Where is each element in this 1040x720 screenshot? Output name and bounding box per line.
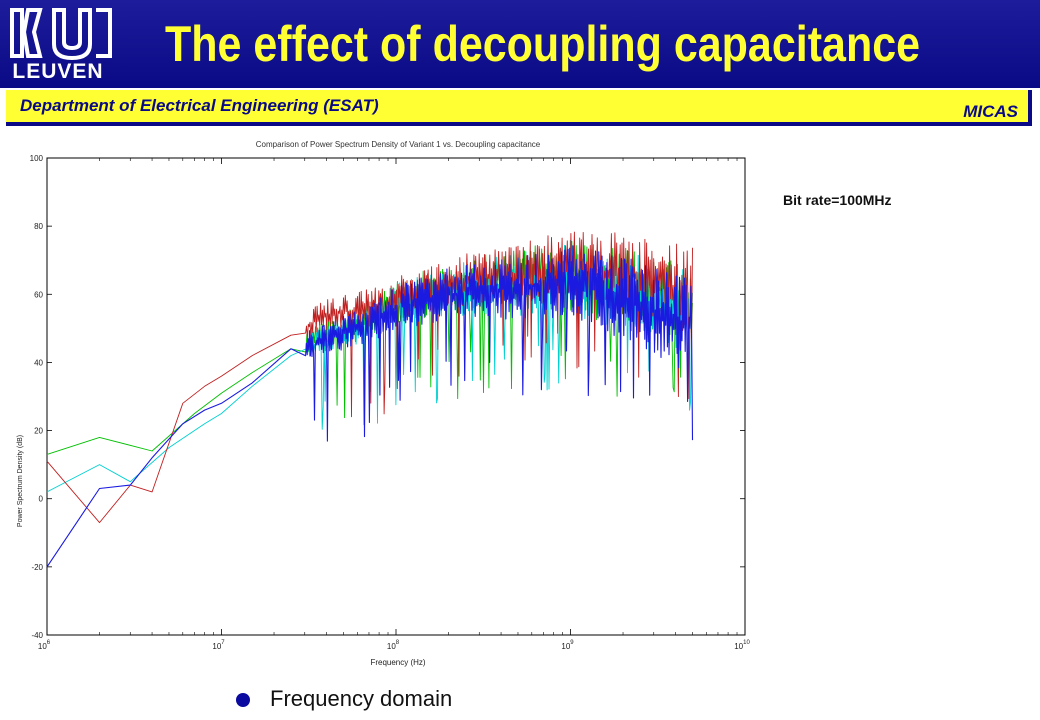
x-axis-label: Frequency (Hz) (370, 658, 425, 667)
series-line-4 (46, 245, 694, 568)
chart-title: Comparison of Power Spectrum Density of … (255, 140, 541, 149)
bullet-icon (236, 693, 250, 707)
x-tick-label: 1010 (734, 640, 750, 651)
y-tick-label: -40 (31, 631, 43, 640)
y-tick-label: 40 (34, 358, 43, 367)
y-tick-label: -20 (31, 563, 43, 572)
x-tick-label: 107 (212, 640, 225, 651)
x-tick-label: 106 (38, 640, 51, 651)
logo-wordmark: LEUVEN (12, 60, 104, 83)
plot-area: -40 -20 0 20 40 60 80 100 106 107 108 109 1010 (30, 154, 751, 651)
y-tick-label: 20 (34, 427, 43, 436)
x-tick-label: 108 (387, 640, 400, 651)
slide-title: The effect of decoupling capacitance (165, 16, 921, 72)
y-tick-label: 100 (30, 154, 44, 163)
y-tick-label: 0 (39, 495, 44, 504)
header-bar: LEUVEN The effect of decoupling capacita… (0, 0, 1040, 88)
y-tick-label: 60 (34, 290, 43, 299)
y-axis-label: Power Spectrum Density (dB) (17, 435, 24, 527)
group-label: MICAS (963, 102, 1018, 121)
y-tick-label: 80 (34, 222, 43, 231)
department-label: Department of Electrical Engineering (ES… (20, 96, 379, 115)
psd-chart: -40 -20 0 20 40 60 80 100 106 107 108 109 1010 Frequ… (17, 154, 751, 667)
bit-rate-note: Bit rate=100MHz (783, 192, 892, 208)
x-tick-label: 109 (561, 640, 574, 651)
ku-leuven-logo (10, 8, 112, 61)
department-bar: Department of Electrical Engineering (ES… (6, 90, 1032, 126)
bullet-text: Frequency domain (270, 686, 453, 711)
